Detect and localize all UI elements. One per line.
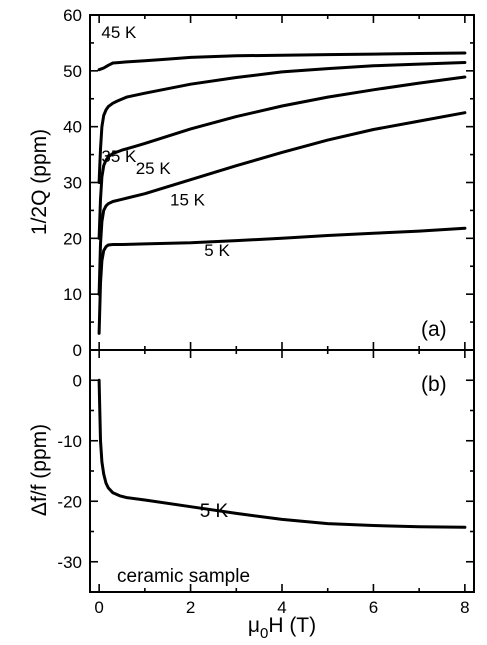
series-label-45k: 45 K	[101, 23, 137, 42]
series-line-35k	[97, 61, 467, 184]
y-tick-label: 10	[63, 285, 82, 304]
y-tick-label: 0	[73, 341, 82, 360]
y-tick-label: -10	[57, 432, 82, 451]
panel-b: 0 -10 -20 -30 0 2 4 6 8 5 K	[57, 349, 474, 617]
series-line-15k	[97, 111, 467, 296]
series-line-5k	[97, 226, 467, 335]
ceramic-sample-annotation: ceramic sample	[117, 566, 250, 587]
x-tick-label: 8	[460, 598, 469, 617]
y-tick-label: 20	[63, 229, 82, 248]
panel-a: 0 10 20 30 40 50 60 45 K 35 K25 K 15 K 5 K	[63, 6, 474, 360]
series-label-35k: 35 K	[101, 147, 137, 166]
x-axis-label: μ0H (T)	[248, 614, 316, 642]
panel-b-ylabel: Δf/f (ppm)	[28, 424, 51, 516]
x-tick-label: 0	[94, 598, 103, 617]
panel-b-frame	[89, 349, 475, 593]
panel-a-ylabel: 1/2Q (ppm)	[28, 129, 51, 235]
y-tick-label: 60	[63, 6, 82, 25]
series-line-45k	[97, 51, 467, 72]
series-line-5k	[97, 378, 467, 529]
series-label-15k: 15 K	[170, 191, 206, 210]
series-label-5k: 5 K	[204, 241, 230, 260]
series-label-5k: 5 K	[200, 501, 229, 522]
series-line-25k	[97, 75, 467, 240]
x-tick-label: 6	[369, 598, 378, 617]
panel-b-tag: (b)	[421, 373, 447, 396]
y-tick-label: -30	[57, 553, 82, 572]
y-tick-label: 30	[63, 174, 82, 193]
series-label-25k: 25 K	[136, 159, 172, 178]
panel-a-tag: (a)	[421, 318, 447, 341]
x-tick-label: 4	[277, 598, 286, 617]
x-tick-label: 2	[186, 598, 195, 617]
y-tick-label: 0	[73, 371, 82, 390]
y-tick-label: 40	[63, 118, 82, 137]
y-tick-label: 50	[63, 62, 82, 81]
y-tick-label: -20	[57, 492, 82, 511]
